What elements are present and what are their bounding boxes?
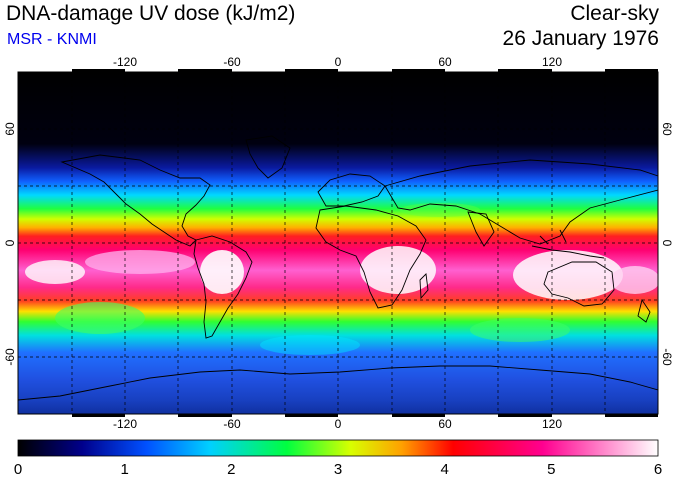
colorbar-labels: 0 1 2 3 4 5 6 [14,461,662,478]
map-date: 26 January 1976 [502,27,659,50]
lon-label-top: 60 [438,55,452,69]
graticule [18,72,658,414]
colorbar-label: 5 [547,461,555,478]
lon-labels-top: -120 -60 0 60 120 [113,55,562,69]
lon-labels-bottom: -120 -60 0 60 120 [113,417,562,431]
lat-label-left: 0 [3,239,17,246]
lon-label-bottom: -60 [223,417,241,431]
colorbar-label: 3 [334,461,342,478]
lat-label-right: -60 [660,348,674,366]
lat-labels-right: 60 0 -60 [660,122,674,366]
lat-label-right: 60 [660,122,674,136]
colorbar-label: 4 [441,461,449,478]
map-title: DNA-damage UV dose (kJ/m2) [6,2,296,25]
lon-label-bottom: -120 [113,417,137,431]
colorbar [17,439,659,457]
sky-condition: Clear-sky [570,2,659,25]
lon-label-top: -120 [113,55,137,69]
colorbar-label: 0 [14,461,22,478]
lat-label-left: 60 [3,122,17,136]
lon-label-bottom: 60 [438,417,452,431]
lon-label-top: 0 [335,55,342,69]
lon-label-bottom: 120 [542,417,562,431]
colorbar-label: 2 [227,461,235,478]
lon-label-top: 120 [542,55,562,69]
lon-label-bottom: 0 [335,417,342,431]
map-subtitle: MSR - KNMI [7,31,97,48]
coastlines [18,135,658,401]
colorbar-label: 6 [654,461,662,478]
uv-patterns [25,203,658,355]
lon-label-top: -60 [223,55,241,69]
lat-label-right: 0 [660,240,674,247]
map-frame-ticks [72,69,658,417]
lat-labels-left: 60 0 -60 [3,122,17,366]
colorbar-label: 1 [121,461,129,478]
lat-label-left: -60 [3,348,17,366]
